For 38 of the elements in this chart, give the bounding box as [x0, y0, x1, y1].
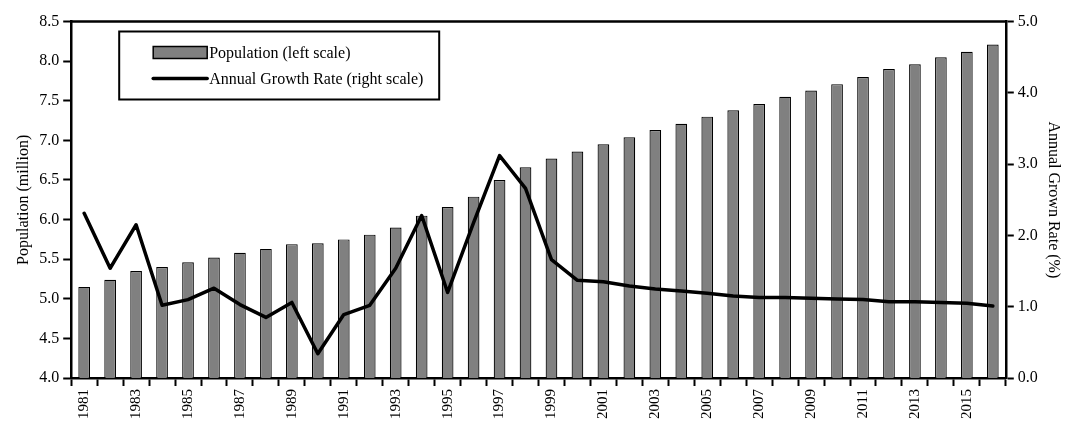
y-tick-label: 8.0: [39, 51, 60, 69]
x-tick-label: 1989: [282, 389, 299, 419]
legend-label: Population (left scale): [209, 43, 351, 62]
y2-tick-label: 1.0: [1017, 296, 1038, 314]
x-tick-label: 2005: [698, 389, 715, 419]
x-tick-label: 2011: [853, 389, 870, 419]
x-tick-label: 2003: [646, 389, 663, 419]
y-tick-label: 4.0: [39, 368, 60, 386]
x-tick-label: 2015: [957, 389, 974, 419]
y2-tick-label: 2.0: [1017, 225, 1038, 243]
y-tick-label: 4.5: [39, 328, 60, 346]
x-tick-label: 1995: [438, 389, 455, 419]
x-tick-label: 1983: [127, 389, 144, 419]
x-tick-label: 1991: [334, 389, 351, 419]
y-tick-label: 8.5: [39, 11, 60, 29]
y-tick-label: 7.0: [39, 130, 60, 148]
y-tick-label: 6.0: [39, 209, 60, 227]
y2-tick-label: 3.0: [1017, 154, 1038, 172]
y2-tick-label: 0.0: [1017, 368, 1038, 386]
x-tick-label: 2009: [802, 389, 819, 419]
x-tick-label: 1985: [178, 389, 195, 419]
x-tick-label: 1997: [490, 388, 507, 419]
x-tick-label: 2007: [750, 388, 767, 419]
y2-tick-label: 4.0: [1017, 83, 1038, 101]
legend-label: Annual Growth Rate (right scale): [209, 69, 424, 88]
x-tick-label: 1993: [386, 389, 403, 419]
y-tick-label: 5.5: [39, 249, 60, 267]
y2-tick-label: 5.0: [1017, 11, 1038, 29]
x-tick-label: 1981: [75, 389, 92, 419]
y-tick-label: 5.0: [39, 289, 60, 306]
y2-axis-title: Annual Grown Rate (%): [1045, 121, 1064, 279]
y-tick-label: 6.5: [39, 170, 60, 188]
y-tick-label: 7.5: [39, 91, 60, 108]
x-tick-label: 2001: [594, 389, 611, 419]
x-tick-label: 1999: [542, 389, 559, 419]
x-tick-label: 1987: [230, 388, 247, 419]
x-tick-label: 2013: [905, 389, 922, 419]
y-axis-title: Population (million): [13, 134, 32, 265]
